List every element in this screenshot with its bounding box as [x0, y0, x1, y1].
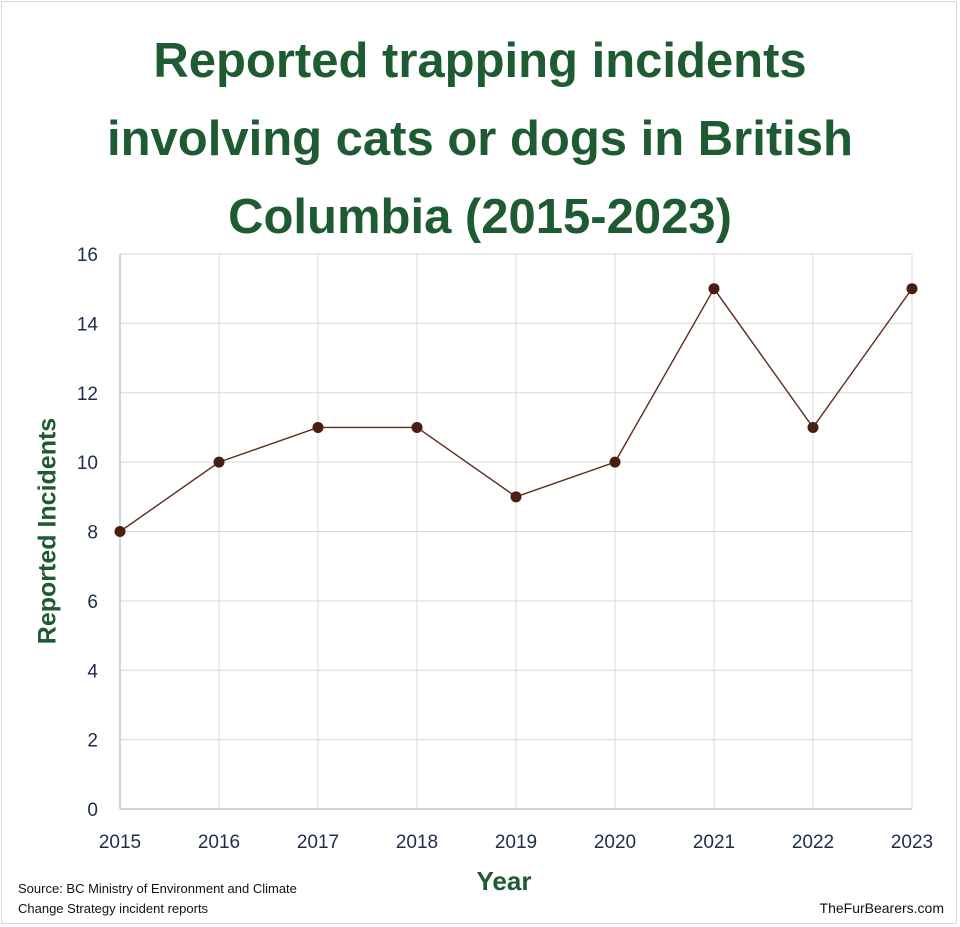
y-tick-label: 0 — [87, 800, 98, 821]
source-line-1: Source: BC Ministry of Environment and C… — [18, 881, 297, 896]
x-tick-label: 2021 — [693, 832, 735, 853]
data-point — [906, 283, 918, 295]
x-axis-label: Year — [476, 866, 532, 896]
data-point — [708, 283, 720, 295]
y-tick-label: 10 — [77, 453, 98, 474]
y-axis-label: Reported Incidents — [33, 417, 62, 645]
x-tick-label: 2019 — [495, 832, 537, 853]
data-point — [807, 421, 819, 433]
y-tick-label: 2 — [87, 731, 98, 752]
y-tick-label: 14 — [77, 314, 99, 335]
y-tick-label: 4 — [87, 661, 98, 682]
x-tick-label: 2015 — [99, 832, 141, 853]
y-tick-label: 6 — [87, 592, 98, 613]
data-point — [213, 456, 225, 468]
credit-text: TheFurBearers.com — [819, 900, 944, 916]
chart-title-line-3: Columbia (2015-2023) — [228, 190, 732, 244]
x-tick-label: 2020 — [594, 832, 636, 853]
x-tick-label: 2022 — [792, 832, 834, 853]
data-point — [114, 526, 126, 537]
data-point — [312, 421, 324, 433]
y-tick-label: 12 — [77, 384, 98, 405]
source-line-2: Change Strategy incident reports — [18, 901, 209, 916]
data-point — [510, 491, 522, 503]
x-tick-label: 2018 — [396, 832, 438, 853]
y-tick-label: 8 — [87, 523, 98, 544]
chart-title-line-1: Reported trapping incidents — [153, 34, 807, 88]
x-tick-label: 2016 — [198, 832, 240, 853]
x-tick-label: 2023 — [891, 832, 933, 853]
data-point — [609, 456, 621, 468]
x-tick-label: 2017 — [297, 832, 339, 853]
source-note: Source: BC Ministry of Environment and C… — [18, 879, 297, 919]
chart-title: Reported trapping incidents involving ca… — [40, 22, 920, 256]
y-tick-label: 16 — [77, 245, 98, 266]
chart-title-line-2: involving cats or dogs in British — [107, 112, 853, 166]
data-point — [411, 421, 423, 433]
